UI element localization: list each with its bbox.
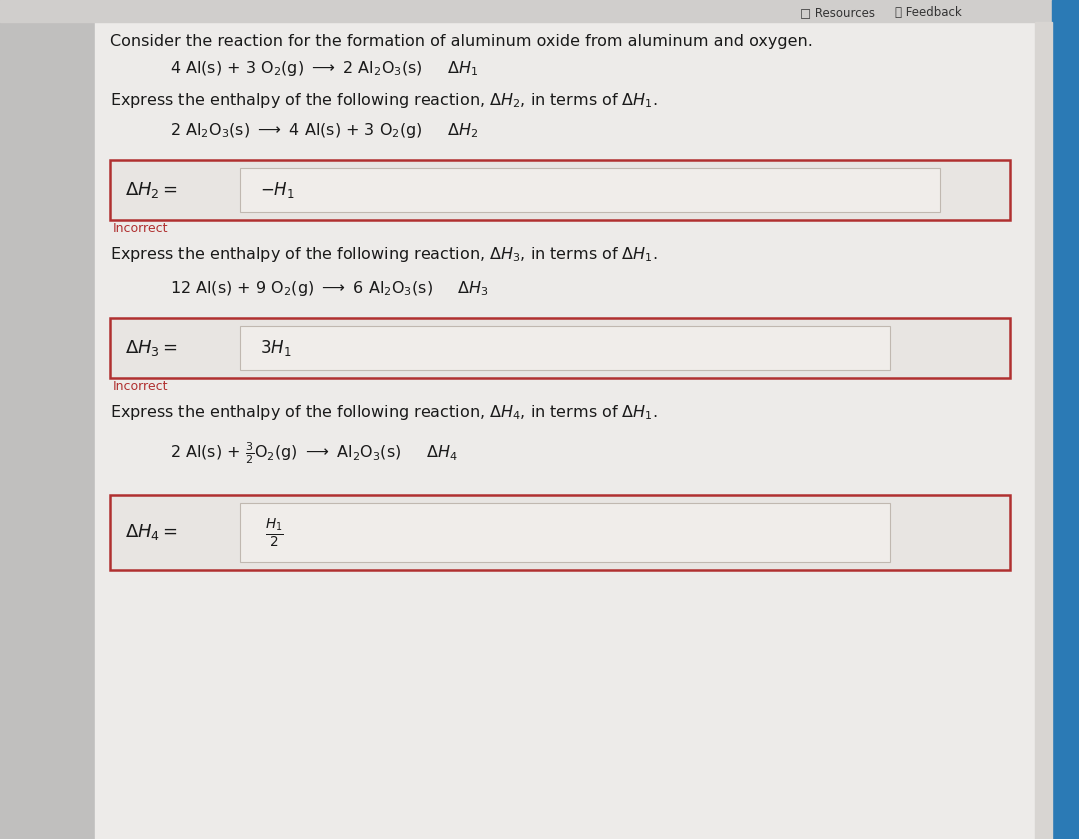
Bar xyxy=(240,503,890,562)
Bar xyxy=(95,0,1035,839)
Text: 4 Al(s) + 3 O$_2$(g) $\longrightarrow$ 2 Al$_2$O$_3$(s)     $\Delta H_1$: 4 Al(s) + 3 O$_2$(g) $\longrightarrow$ 2… xyxy=(170,59,479,77)
Text: $3H_1$: $3H_1$ xyxy=(260,338,291,358)
Text: 12 Al(s) + 9 O$_2$(g) $\longrightarrow$ 6 Al$_2$O$_3$(s)     $\Delta H_3$: 12 Al(s) + 9 O$_2$(g) $\longrightarrow$ … xyxy=(170,279,489,298)
Text: 2 Al(s) + $\frac{3}{2}$O$_2$(g) $\longrightarrow$ Al$_2$O$_3$(s)     $\Delta H_4: 2 Al(s) + $\frac{3}{2}$O$_2$(g) $\longri… xyxy=(170,440,457,466)
Bar xyxy=(240,168,940,212)
Bar xyxy=(0,0,95,839)
Text: 2 Al$_2$O$_3$(s) $\longrightarrow$ 4 Al(s) + 3 O$_2$(g)     $\Delta H_2$: 2 Al$_2$O$_3$(s) $\longrightarrow$ 4 Al(… xyxy=(170,121,479,139)
Bar xyxy=(110,318,1010,378)
Text: $\Delta H_4 =$: $\Delta H_4 =$ xyxy=(125,523,178,543)
Text: $\frac{H_1}{2}$: $\frac{H_1}{2}$ xyxy=(265,516,284,549)
Bar xyxy=(0,0,1079,22)
Text: $\Delta H_2 =$: $\Delta H_2 =$ xyxy=(125,180,178,200)
Text: $-H_1$: $-H_1$ xyxy=(260,180,295,200)
Text: Express the enthalpy of the following reaction, $\Delta H_3$, in terms of $\Delt: Express the enthalpy of the following re… xyxy=(110,246,658,264)
Text: Consider the reaction for the formation of aluminum oxide from aluminum and oxyg: Consider the reaction for the formation … xyxy=(110,34,812,49)
Text: Express the enthalpy of the following reaction, $\Delta H_2$, in terms of $\Delt: Express the enthalpy of the following re… xyxy=(110,91,658,110)
Text: □ Resources: □ Resources xyxy=(800,7,875,19)
Bar xyxy=(1052,0,1079,839)
Text: Incorrect: Incorrect xyxy=(113,380,168,393)
Text: Incorrect: Incorrect xyxy=(113,222,168,235)
Text: ⧉ Feedback: ⧉ Feedback xyxy=(894,7,961,19)
Bar xyxy=(240,326,890,370)
Bar xyxy=(110,160,1010,220)
Bar xyxy=(110,495,1010,570)
Bar xyxy=(1035,22,1052,839)
Text: Express the enthalpy of the following reaction, $\Delta H_4$, in terms of $\Delt: Express the enthalpy of the following re… xyxy=(110,404,658,423)
Text: $\Delta H_3 =$: $\Delta H_3 =$ xyxy=(125,338,178,358)
